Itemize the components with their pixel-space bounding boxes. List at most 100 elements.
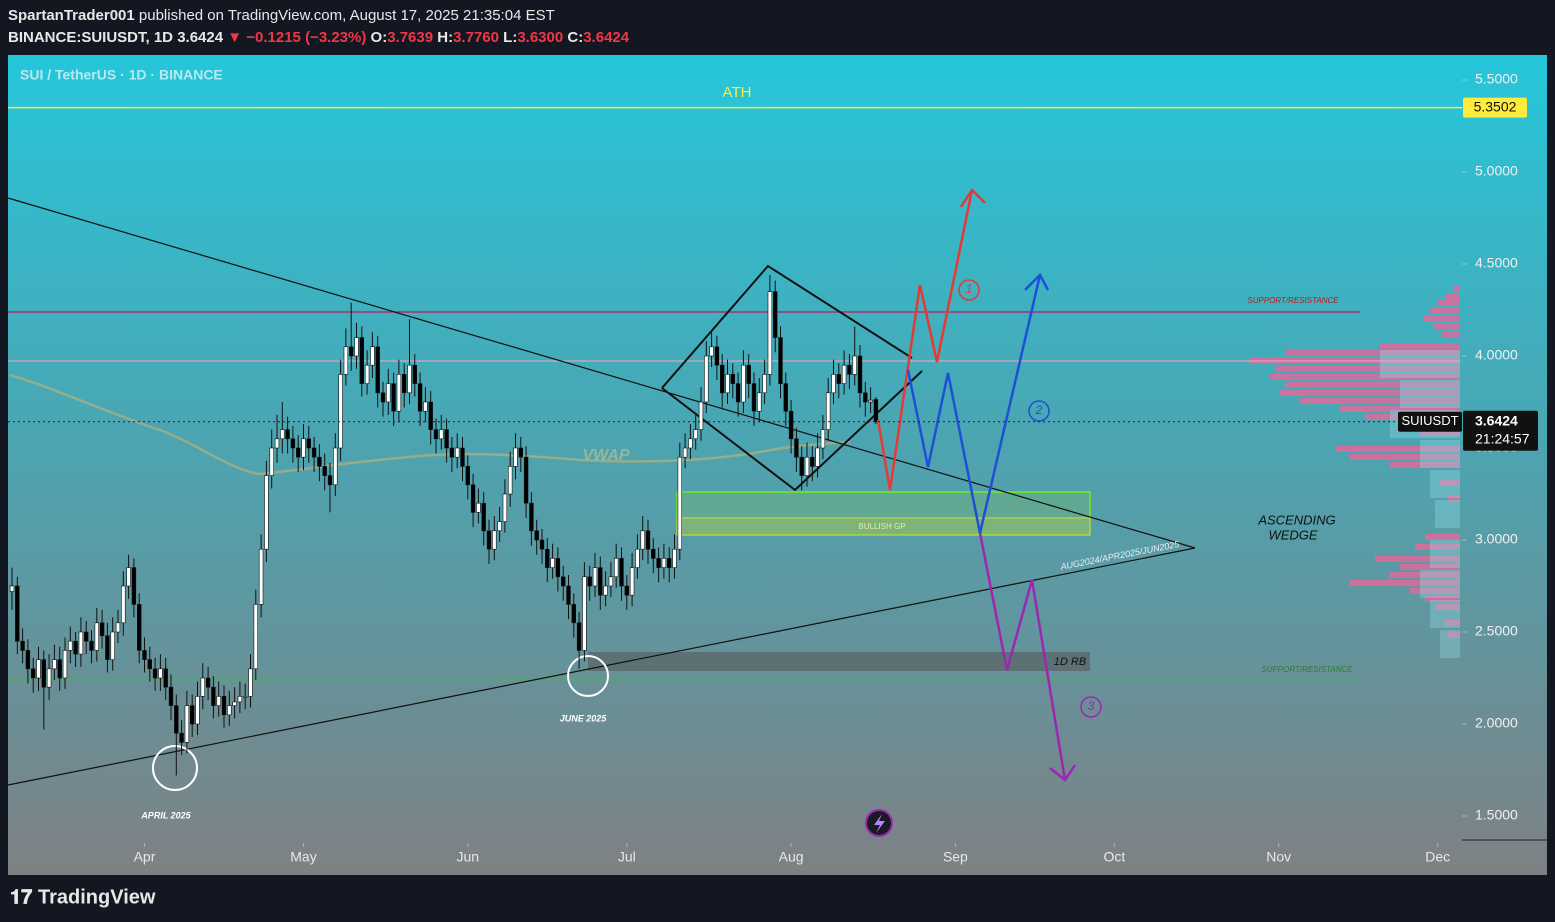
level-label: SUPPORT/RESISTANCE xyxy=(1247,296,1339,305)
profile-bar xyxy=(1400,564,1460,570)
candle-body xyxy=(46,668,52,688)
ath-tag xyxy=(1463,97,1527,118)
candle-body xyxy=(682,447,688,458)
y-tick-label: 5.5000 xyxy=(1475,71,1518,87)
profile-bar xyxy=(1390,572,1460,578)
candle-body xyxy=(529,502,534,532)
x-tick-label: Dec xyxy=(1425,849,1450,865)
candle-body xyxy=(258,548,264,605)
y-tick-label: 4.5000 xyxy=(1475,255,1518,271)
candle-body xyxy=(735,383,741,403)
candle-body xyxy=(635,548,640,568)
candle-body xyxy=(465,466,470,486)
arrow-head xyxy=(1024,272,1050,291)
profile-bar xyxy=(1270,374,1460,380)
candle-body xyxy=(714,346,720,366)
open: 3.7639 xyxy=(387,29,434,46)
candle-body xyxy=(868,399,873,403)
profile-bar xyxy=(1300,398,1460,404)
candle-body xyxy=(375,346,380,394)
close-label: C: xyxy=(567,29,584,46)
x-tick-label: May xyxy=(290,849,316,865)
profile-bar xyxy=(1430,470,1460,498)
candle-body xyxy=(460,447,465,467)
date-label: JUNE 2025 xyxy=(560,713,608,723)
candle-body xyxy=(137,604,142,651)
profile-bar xyxy=(1446,293,1460,299)
candle-body xyxy=(762,374,767,394)
profile-bar xyxy=(1285,350,1460,356)
golden-pocket-zone xyxy=(676,517,1091,536)
candle-body xyxy=(613,558,619,578)
candle-body xyxy=(142,650,147,660)
chart-title: SUI / TetherUS · 1D · BINANCE xyxy=(20,67,223,83)
low: 3.6300 xyxy=(517,29,564,46)
candle-body xyxy=(847,364,852,375)
y-tick-label: 2.0000 xyxy=(1475,715,1518,731)
profile-bar xyxy=(1375,556,1460,562)
scenario-2 xyxy=(906,274,1042,534)
candle-body xyxy=(396,374,402,412)
profile-bar xyxy=(1390,462,1460,468)
candle-body xyxy=(693,429,698,440)
candle-body xyxy=(280,429,285,440)
candle-body xyxy=(52,659,57,670)
candle-body xyxy=(428,401,433,430)
vwap-line xyxy=(9,373,851,476)
candle-body xyxy=(550,558,555,568)
candle-body xyxy=(20,640,25,651)
candle-body xyxy=(110,631,115,660)
profile-bar xyxy=(1420,570,1460,598)
candle-body xyxy=(391,383,396,412)
profile-bar xyxy=(1440,480,1460,486)
candle-body xyxy=(216,696,221,706)
candle-body xyxy=(168,686,174,706)
candle-body xyxy=(624,585,630,596)
candle-body xyxy=(274,438,280,449)
candle-body xyxy=(497,521,502,532)
candle-body xyxy=(121,585,126,624)
candle-body xyxy=(179,732,184,743)
candle-body xyxy=(89,640,94,651)
profile-bar xyxy=(1454,285,1460,291)
profile-bar xyxy=(1400,380,1460,408)
candle-body xyxy=(94,622,100,651)
candle-body xyxy=(348,346,354,357)
candle-body xyxy=(338,374,343,449)
y-tick-label: 2.5000 xyxy=(1475,623,1518,639)
candle-body xyxy=(380,392,386,403)
publish-line: SpartanTrader001 published on TradingVie… xyxy=(8,7,555,24)
candle-body xyxy=(386,383,391,403)
profile-bar xyxy=(1335,446,1460,452)
candle-body xyxy=(68,640,73,651)
profile-bar xyxy=(1434,324,1460,330)
candle-body xyxy=(799,456,804,476)
profile-bar xyxy=(1420,430,1460,436)
candle-body xyxy=(423,401,428,412)
candle-body xyxy=(15,585,20,642)
zone-label: 1D RB xyxy=(1054,656,1086,668)
candle-body xyxy=(815,447,820,467)
candle-body xyxy=(698,401,704,430)
candle-body xyxy=(417,383,423,412)
candle-body xyxy=(184,705,190,743)
candle-body xyxy=(560,576,566,587)
candle-body xyxy=(677,456,683,550)
candle-body xyxy=(566,585,571,605)
candle-body xyxy=(227,705,232,716)
candle-body xyxy=(333,447,338,486)
candle-body xyxy=(449,447,455,458)
candle-body xyxy=(592,567,598,587)
candle-body xyxy=(285,429,290,440)
candle-body xyxy=(651,548,656,559)
arrow-head xyxy=(1049,764,1077,782)
profile-bar xyxy=(1415,544,1460,550)
profile-bar xyxy=(1410,588,1460,594)
profile-bar xyxy=(1435,500,1460,528)
price-tag-label: 3.6424 xyxy=(1475,413,1518,429)
candle-body xyxy=(211,686,216,706)
lower-trendline xyxy=(7,547,1196,786)
profile-bar xyxy=(1340,406,1460,412)
candle-body xyxy=(741,364,746,403)
